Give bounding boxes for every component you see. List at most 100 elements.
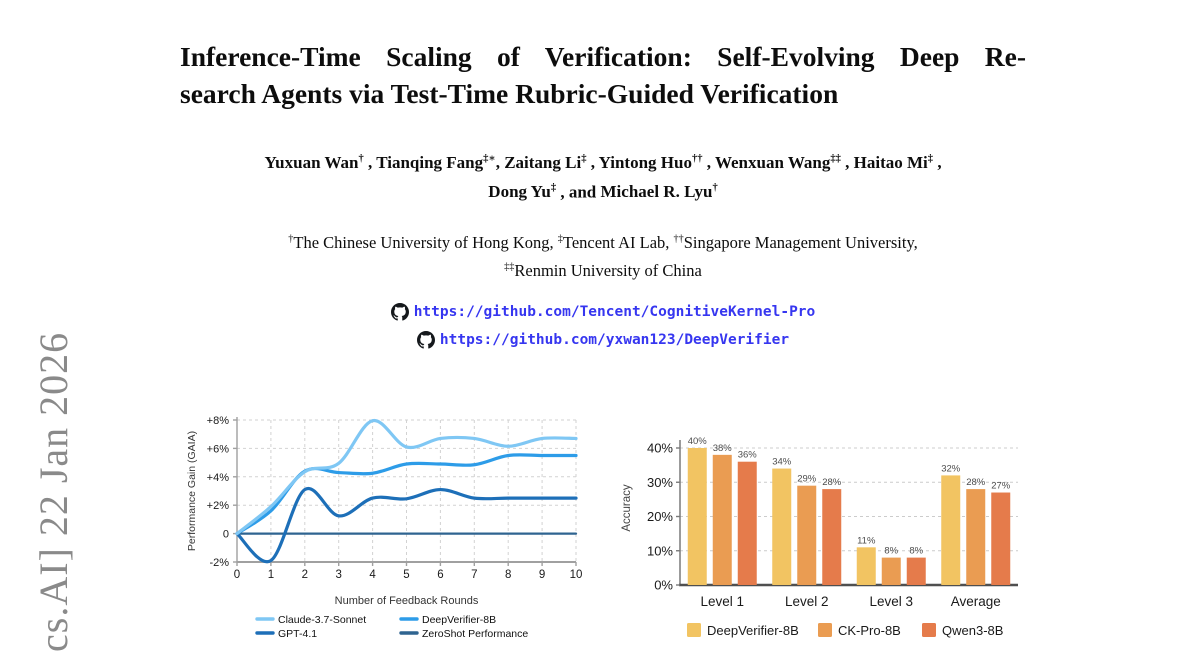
y-tick-label: -2% [209,557,229,569]
x-tick-label: 9 [539,569,545,581]
author-name: Wenxuan Wang‡‡ [714,152,841,172]
legend-item-deepverifier-8b: DeepVerifier-8B [687,623,799,638]
github-icon [416,331,435,349]
legend-label: Claude-3.7-Sonnet [278,614,366,626]
authors-line-2: Dong Yu‡ , and Michael R. Lyu† [488,182,718,202]
title-line-1: Inference-Time Scaling of Verification: … [180,41,1026,72]
x-tick-label: 5 [403,569,409,581]
github-link-deepverifier[interactable]: https://github.com/yxwan123/DeepVerifier [439,332,790,348]
bar-deepverifier-8b-average [941,475,961,585]
x-tick-label: 10 [570,569,583,581]
author-name: Dong Yu‡ [488,182,557,202]
y-tick-label: 10% [647,543,673,558]
y-axis-title: Accuracy [621,484,633,532]
author-name: Michael R. Lyu† [600,182,718,202]
affiliation-marker: †† [691,153,703,164]
legend-item-zeroshot-performance: ZeroShot Performance [399,628,528,640]
y-tick-label: +6% [207,443,230,455]
x-tick-label: 8 [505,569,511,581]
bar-value-label: 28% [822,477,842,488]
bar-qwen3-8b-average [991,492,1011,585]
legend-swatch [922,623,936,637]
series-line-gpt-4-1 [235,486,578,564]
x-tick-label: 4 [369,569,376,581]
y-tick-label: +4% [207,472,230,484]
legend-swatch [818,623,832,637]
legend-item-gpt-4-1: GPT-4.1 [255,628,317,640]
affiliation-marker: ‡ [550,182,557,194]
bar-value-label: 36% [738,450,758,461]
x-axis-title: Number of Feedback Rounds [335,595,479,607]
legend-label: CK-Pro-8B [838,623,901,638]
y-tick-label: +2% [207,500,230,512]
y-axis-title: Performance Gain (GAIA) [186,431,198,551]
bar-value-label: 29% [797,474,817,485]
series-line-claude-3-7-sonnet [235,419,578,536]
bar-value-label: 32% [941,463,961,474]
affiliations-line-1: †The Chinese University of Hong Kong, ‡T… [150,226,1056,255]
affiliation-marker: ‡ [581,153,587,164]
affiliation: ‡‡Renmin University of China [504,261,702,280]
bar-value-label: 34% [772,457,792,468]
github-icon [390,303,409,321]
y-tick-label: 0 [223,529,229,541]
line-chart-performance-gain: -2% 0 +2% +4% +6% +8% 0 1 2 3 4 5 6 7 8 9 10 Performance … [186,415,583,640]
affiliation-marker: ‡∗ [483,153,496,164]
legend-item-qwen3-8b: Qwen3-8B [922,623,1003,638]
legend-label: ZeroShot Performance [422,628,528,640]
github-link-cognitive-kernel-pro[interactable]: https://github.com/Tencent/CognitiveKern… [413,304,816,320]
y-tick-label: 0% [654,578,673,593]
bar-qwen3-8b-level-3 [906,557,926,585]
affiliation: ‡Tencent AI Lab, [557,232,674,252]
affiliation-list: †The Chinese University of Hong Kong, ‡T… [150,226,1056,283]
authors-line-1: Yuxuan Wan† , Tianqing Fang‡∗, Zaitang L… [264,152,942,172]
author-name: Yintong Huo†† [598,152,703,172]
x-category-label: Level 1 [700,594,744,609]
bar-qwen3-8b-level-1 [737,461,757,585]
y-tick-label: 40% [647,441,673,456]
bar-value-label: 27% [991,481,1011,492]
bar-deepverifier-8b-level-1 [687,448,707,585]
affiliation-marker: ‡ [927,153,934,164]
bar-value-label: 8% [884,546,898,557]
y-tick-label: +8% [207,415,230,427]
legend-label: DeepVerifier-8B [422,614,496,626]
x-tick-label: 7 [471,569,477,581]
legend-item-ck-pro-8b: CK-Pro-8B [818,623,901,638]
repository-links: https://github.com/Tencent/CognitiveKern… [150,298,1056,354]
bar-value-label: 38% [713,443,733,454]
affiliation-marker: † [288,233,294,244]
bar-ck-pro-8b-level-3 [881,557,901,585]
arxiv-watermark: cs.AI] 22 Jan 2026 [31,331,76,652]
x-tick-label: 0 [234,569,240,581]
legend-swatch [687,623,701,637]
bar-deepverifier-8b-level-2 [772,468,792,585]
affiliation-marker: ‡‡ [830,153,841,164]
bar-ck-pro-8b-level-2 [797,485,817,585]
author-name: Tianqing Fang‡∗ [376,152,496,172]
y-tick-label: 20% [647,509,673,524]
author-name: Yuxuan Wan† [264,152,364,172]
legend-label: GPT-4.1 [278,628,317,640]
bar-value-label: 40% [688,436,708,447]
legend-item-deepverifier-8b: DeepVerifier-8B [399,614,496,626]
affiliation-marker: † [712,182,718,194]
affiliations-line-2: ‡‡Renmin University of China [150,255,1056,284]
x-category-label: Average [951,594,1001,609]
bar-deepverifier-8b-level-3 [856,547,876,585]
affiliation-marker: †† [673,233,684,244]
affiliation: †The Chinese University of Hong Kong, [288,232,558,252]
paper-title: Inference-Time Scaling of Verification: … [180,38,1026,112]
author-list: Yuxuan Wan† , Tianqing Fang‡∗, Zaitang L… [150,146,1056,205]
bar-value-label: 11% [857,535,876,546]
legend-item-claude-3-7-sonnet: Claude-3.7-Sonnet [255,614,366,626]
y-tick-label: 30% [647,475,673,490]
x-category-label: Level 2 [785,594,829,609]
affiliation-marker: ‡‡ [504,261,515,273]
x-tick-label: 2 [302,569,308,581]
title-line-2: search Agents via Test-Time Rubric-Guide… [180,78,839,109]
affiliation: ††Singapore Management University, [673,232,918,252]
bar-ck-pro-8b-level-1 [712,454,732,585]
bar-chart-accuracy: 0% 10% 20% 30% 40% 40% 38% 36% Level 1 34% 29% 28% L… [621,436,1018,638]
x-tick-label: 1 [268,569,274,581]
